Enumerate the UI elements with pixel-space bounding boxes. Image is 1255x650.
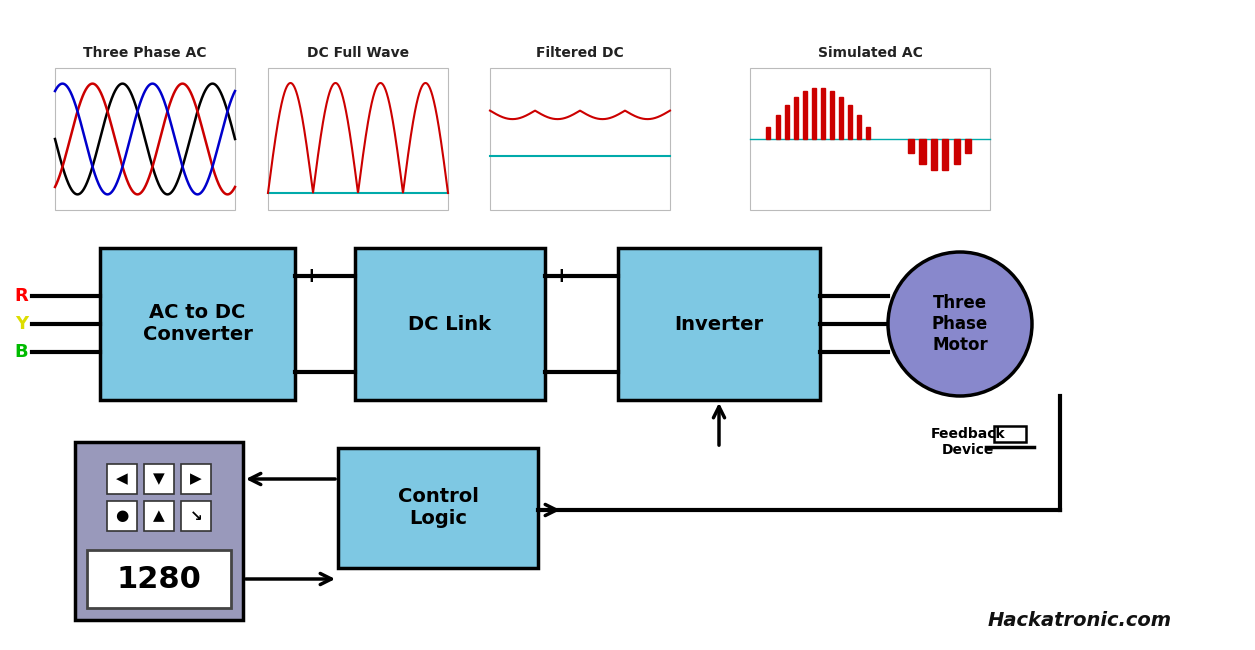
- FancyBboxPatch shape: [144, 464, 174, 494]
- Bar: [920, 139, 926, 164]
- Text: Simulated AC: Simulated AC: [817, 46, 922, 60]
- Text: Three
Phase
Motor: Three Phase Motor: [932, 294, 988, 354]
- FancyBboxPatch shape: [75, 442, 243, 620]
- Bar: [848, 105, 852, 139]
- FancyBboxPatch shape: [87, 550, 231, 608]
- Text: Y: Y: [15, 315, 28, 333]
- Text: ▶: ▶: [190, 471, 202, 486]
- Bar: [830, 91, 835, 139]
- FancyBboxPatch shape: [617, 248, 820, 400]
- Bar: [965, 139, 971, 153]
- Bar: [55, 68, 235, 210]
- Text: Feedback
Device: Feedback Device: [931, 427, 1005, 457]
- Bar: [954, 139, 960, 164]
- FancyBboxPatch shape: [181, 464, 211, 494]
- FancyBboxPatch shape: [181, 501, 211, 531]
- Text: ↘: ↘: [190, 508, 202, 523]
- Bar: [803, 91, 807, 139]
- Bar: [994, 426, 1027, 442]
- Bar: [767, 127, 771, 139]
- Text: R: R: [14, 287, 28, 305]
- Text: -: -: [302, 362, 311, 382]
- Text: Three Phase AC: Three Phase AC: [83, 46, 207, 60]
- FancyBboxPatch shape: [107, 501, 137, 531]
- Text: ◀: ◀: [117, 471, 128, 486]
- Text: +: +: [553, 266, 571, 286]
- Bar: [750, 68, 990, 210]
- Bar: [943, 139, 949, 170]
- Text: AC to DC
Converter: AC to DC Converter: [143, 304, 252, 344]
- Text: ▼: ▼: [153, 471, 164, 486]
- Bar: [489, 68, 670, 210]
- Text: DC Link: DC Link: [408, 315, 492, 333]
- Circle shape: [889, 252, 1032, 396]
- Text: Filtered DC: Filtered DC: [536, 46, 624, 60]
- Text: DC Full Wave: DC Full Wave: [307, 46, 409, 60]
- Bar: [931, 139, 937, 170]
- Bar: [821, 88, 825, 139]
- Bar: [907, 139, 914, 153]
- Text: +: +: [302, 266, 320, 286]
- Text: 1280: 1280: [117, 564, 202, 593]
- Bar: [269, 68, 448, 210]
- Bar: [857, 115, 861, 139]
- FancyBboxPatch shape: [107, 464, 137, 494]
- Bar: [776, 115, 779, 139]
- Bar: [812, 88, 816, 139]
- FancyBboxPatch shape: [355, 248, 545, 400]
- Bar: [866, 127, 871, 139]
- Bar: [793, 97, 798, 139]
- Text: Inverter: Inverter: [674, 315, 763, 333]
- Bar: [784, 105, 788, 139]
- FancyBboxPatch shape: [100, 248, 295, 400]
- FancyBboxPatch shape: [338, 448, 538, 568]
- Text: ●: ●: [115, 508, 128, 523]
- Text: B: B: [14, 343, 28, 361]
- Bar: [840, 97, 843, 139]
- FancyBboxPatch shape: [144, 501, 174, 531]
- Text: Hackatronic.com: Hackatronic.com: [988, 610, 1172, 629]
- Text: Control
Logic: Control Logic: [398, 488, 478, 528]
- Text: -: -: [553, 362, 562, 382]
- Text: ▲: ▲: [153, 508, 164, 523]
